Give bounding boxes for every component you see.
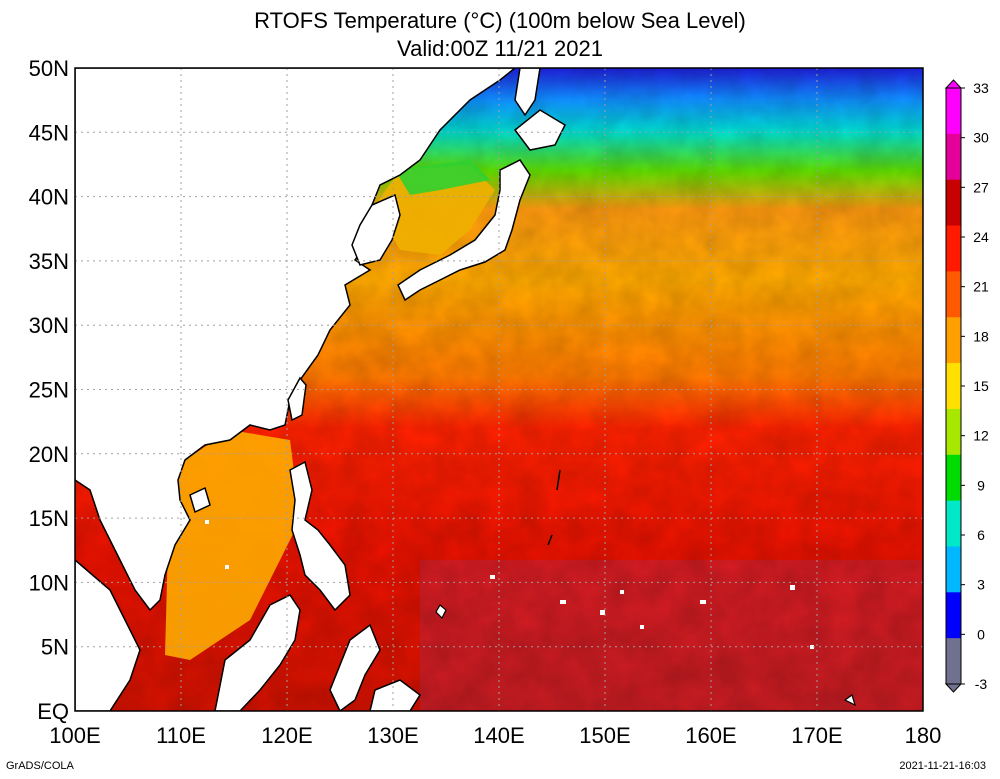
- map-title: RTOFS Temperature (°C) (100m below Sea L…: [254, 8, 746, 33]
- colorbar-tick-label: 24: [973, 229, 989, 245]
- lat-tick-label: 35N: [29, 249, 69, 274]
- colorbar-segment: [946, 500, 961, 547]
- land-borneo: [214, 594, 301, 711]
- lat-tick-label: EQ: [37, 699, 69, 724]
- lon-tick-label: 170E: [791, 723, 842, 748]
- colorbar-tick-label: 30: [973, 130, 989, 146]
- colorbar-segment: [946, 408, 961, 456]
- lon-tick-label: 140E: [473, 723, 524, 748]
- colorbar-segment: [946, 546, 961, 593]
- colorbar-tick-label: -3: [975, 676, 988, 692]
- colorbar-segment: [946, 363, 961, 410]
- lon-tick-label: 100E: [49, 723, 100, 748]
- lon-tick-label: 180: [905, 723, 942, 748]
- colorbar-segment: [946, 88, 961, 135]
- colorbar-tick-label: 0: [977, 626, 985, 642]
- lat-tick-label: 15N: [29, 506, 69, 531]
- colorbar-tick-label: 27: [973, 179, 989, 195]
- lon-tick-label: 150E: [579, 723, 630, 748]
- lon-tick-label: 160E: [685, 723, 736, 748]
- colorbar-tick-label: 3: [977, 577, 985, 593]
- colorbar-segment: [946, 271, 961, 318]
- land-philippines: [289, 460, 351, 612]
- land-japan: [397, 159, 531, 302]
- lat-tick-label: 5N: [41, 635, 69, 660]
- footer-credit: GrADS/COLA: [6, 760, 74, 772]
- lat-tick-label: 50N: [29, 56, 69, 81]
- colorbar-tick-label: 21: [973, 279, 989, 295]
- colorbar-tick-label: 18: [973, 328, 989, 344]
- colorbar-segment: [946, 317, 961, 364]
- land-asia: [75, 68, 517, 612]
- lon-tick-label: 110E: [156, 723, 206, 748]
- map-gridlines: [75, 68, 923, 711]
- colorbar-segment: [946, 592, 961, 639]
- lat-tick-label: 25N: [29, 378, 69, 403]
- lat-tick-label: 10N: [29, 570, 69, 595]
- colorbar-tick-label: 9: [977, 477, 985, 493]
- map-valid-time: Valid:00Z 11/21 2021: [397, 36, 603, 61]
- lat-tick-label: 30N: [29, 313, 69, 338]
- footer-timestamp: 2021-11-21-16:03: [899, 760, 986, 772]
- colorbar-tick-label: 15: [973, 378, 989, 394]
- colorbar-segment: [946, 225, 961, 272]
- colorbar-segment: [946, 133, 961, 181]
- colorbar-tick-label: 6: [977, 527, 985, 543]
- colorbar-segment: [946, 179, 961, 227]
- colorbar-segment: [946, 638, 961, 685]
- colorbar-segment: [946, 454, 961, 502]
- map-frame: [74, 67, 924, 712]
- lon-tick-label: 120E: [261, 723, 312, 748]
- lat-tick-label: 45N: [29, 120, 69, 145]
- colorbar-tick-label: 33: [973, 80, 989, 96]
- colorbar-tick-label: 12: [973, 428, 989, 444]
- lat-tick-label: 40N: [29, 185, 69, 210]
- lon-tick-label: 130E: [367, 723, 418, 748]
- lat-tick-label: 20N: [29, 442, 69, 467]
